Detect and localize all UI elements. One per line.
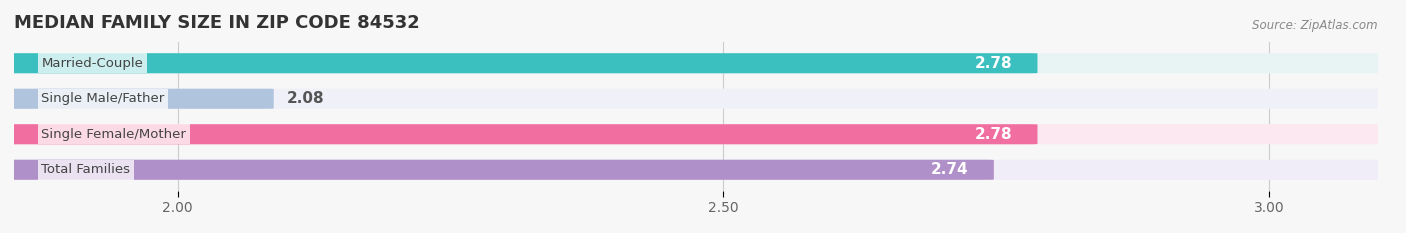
FancyBboxPatch shape xyxy=(6,160,1386,180)
Text: MEDIAN FAMILY SIZE IN ZIP CODE 84532: MEDIAN FAMILY SIZE IN ZIP CODE 84532 xyxy=(14,14,420,32)
Text: 2.74: 2.74 xyxy=(931,162,969,177)
Text: Source: ZipAtlas.com: Source: ZipAtlas.com xyxy=(1253,19,1378,32)
Text: Total Families: Total Families xyxy=(41,163,131,176)
FancyBboxPatch shape xyxy=(6,53,1386,73)
FancyBboxPatch shape xyxy=(6,53,1038,73)
FancyBboxPatch shape xyxy=(6,124,1038,144)
Text: 2.78: 2.78 xyxy=(974,127,1012,142)
Text: Married-Couple: Married-Couple xyxy=(41,57,143,70)
FancyBboxPatch shape xyxy=(6,89,1386,109)
FancyBboxPatch shape xyxy=(6,124,1386,144)
Text: Single Male/Father: Single Male/Father xyxy=(41,92,165,105)
FancyBboxPatch shape xyxy=(6,89,274,109)
Text: Single Female/Mother: Single Female/Mother xyxy=(41,128,186,141)
Text: 2.08: 2.08 xyxy=(287,91,325,106)
FancyBboxPatch shape xyxy=(6,160,994,180)
Text: 2.78: 2.78 xyxy=(974,56,1012,71)
